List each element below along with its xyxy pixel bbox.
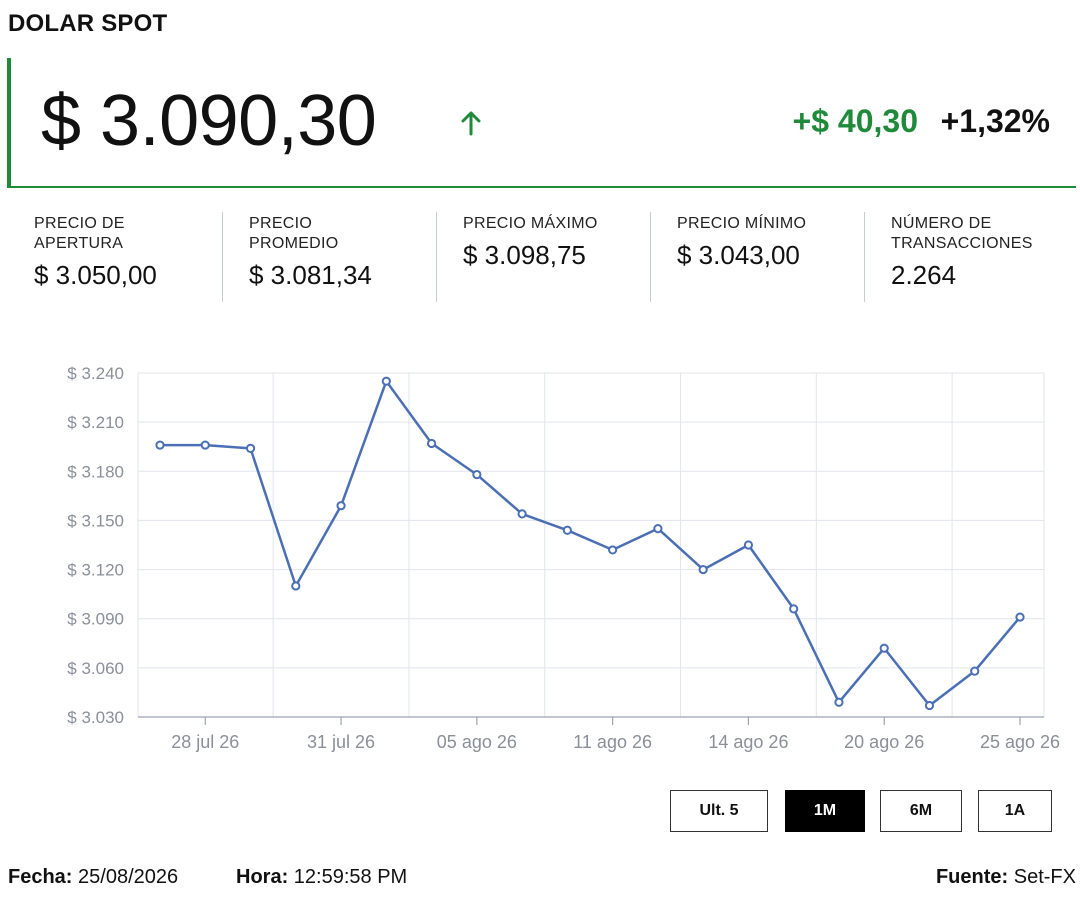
data-point — [743, 540, 754, 550]
date-label: Fecha: — [8, 866, 73, 888]
y-tick-label: $ 3.180 — [67, 462, 124, 481]
page-title: DOLAR SPOT — [8, 10, 168, 37]
data-point — [924, 700, 935, 711]
source-label: Fuente: — [935, 866, 1009, 888]
data-point — [562, 525, 572, 535]
stat-average-price: PRECIO PROMEDIO $ 3.081,34 — [222, 212, 436, 302]
stat-transactions: NÚMERO DE TRANSACCIONES 2.264 — [864, 212, 1076, 302]
stat-label: PRECIO MÁXIMO — [463, 215, 598, 232]
data-point — [608, 545, 618, 555]
stat-value: $ 3.098,75 — [463, 240, 586, 270]
data-point — [517, 509, 527, 519]
source-value: Set-FX — [1013, 866, 1076, 888]
data-point — [200, 440, 210, 450]
data-point — [291, 581, 301, 591]
price-panel: $ 3.090,30 +$ 40,30 +1,32% — [7, 58, 1076, 188]
series-line — [160, 379, 1021, 707]
stat-label: PRECIO PROMEDIO — [249, 215, 339, 252]
stat-opening-price: PRECIO DE APERTURA $ 3.050,00 — [8, 212, 222, 302]
current-price: $ 3.090,30 — [41, 81, 377, 161]
x-tick-label: 14 ago 26 — [708, 732, 788, 752]
data-point — [336, 501, 346, 511]
x-tick-label: 31 jul 26 — [307, 732, 375, 752]
data-point — [245, 443, 256, 453]
data-point — [1015, 612, 1025, 622]
range-button-1a[interactable]: 1A — [978, 790, 1052, 832]
stats-row: PRECIO DE APERTURA $ 3.050,00 PRECIO PRO… — [8, 212, 1076, 302]
stat-label: NÚMERO DE TRANSACCIONES — [891, 215, 1033, 252]
data-point — [698, 564, 708, 575]
stat-max-price: PRECIO MÁXIMO $ 3.098,75 — [436, 212, 650, 302]
y-tick-label: $ 3.030 — [67, 708, 124, 727]
y-tick-label: $ 3.090 — [67, 610, 124, 629]
date-value: 25/08/2026 — [78, 866, 179, 888]
price-line-chart[interactable]: $ 3.030 $ 3.060 $ 3.090 $ 3.120 $ 3.150 $ 3.1… — [0, 355, 1080, 765]
data-point — [834, 697, 844, 707]
y-tick-label: $ 3.120 — [67, 561, 124, 580]
footer-date: Fecha: 25/08/2026 — [8, 866, 178, 889]
price-change-absolute: +$ 40,30 — [792, 103, 918, 139]
y-tick-label: $ 3.150 — [67, 511, 124, 530]
arrow-up-icon — [461, 111, 481, 136]
range-selector: Ult. 5 1M 6M 1A — [670, 790, 1052, 832]
x-tick-label: 20 ago 26 — [844, 732, 924, 752]
x-tick-label: 11 ago 26 — [573, 732, 652, 752]
stat-label: PRECIO DE APERTURA — [34, 215, 125, 252]
price-change-percent: +1,32% — [940, 103, 1050, 139]
x-tick-label: 25 ago 26 — [980, 732, 1060, 752]
data-point — [653, 524, 663, 534]
data-point — [381, 376, 391, 386]
stat-value: $ 3.050,00 — [34, 260, 157, 290]
data-point — [426, 438, 437, 449]
y-tick-label: $ 3.060 — [67, 659, 124, 678]
stat-label: PRECIO MÍNIMO — [677, 215, 807, 232]
time-label: Hora: — [236, 866, 289, 888]
x-tick-label: 05 ago 26 — [437, 732, 517, 752]
stat-value: $ 3.043,00 — [677, 240, 800, 270]
time-value: 12:59:58 PM — [293, 866, 408, 888]
stat-min-price: PRECIO MÍNIMO $ 3.043,00 — [650, 212, 864, 302]
footer-time: Hora: 12:59:58 PM — [236, 866, 407, 889]
data-point — [472, 469, 482, 480]
data-point — [155, 440, 165, 450]
footer-source: Fuente: Set-FX — [936, 866, 1076, 889]
range-button-6m[interactable]: 6M — [880, 790, 962, 832]
data-point — [970, 666, 980, 676]
range-button-1m[interactable]: 1M — [785, 790, 865, 832]
data-point — [789, 604, 799, 614]
y-tick-label: $ 3.240 — [67, 364, 124, 383]
stat-value: 2.264 — [891, 260, 957, 290]
range-button-last-5[interactable]: Ult. 5 — [670, 790, 768, 832]
x-tick-label: 28 jul 26 — [171, 732, 239, 752]
data-point — [879, 643, 889, 653]
y-tick-label: $ 3.210 — [67, 413, 124, 432]
stat-value: $ 3.081,34 — [249, 260, 372, 290]
